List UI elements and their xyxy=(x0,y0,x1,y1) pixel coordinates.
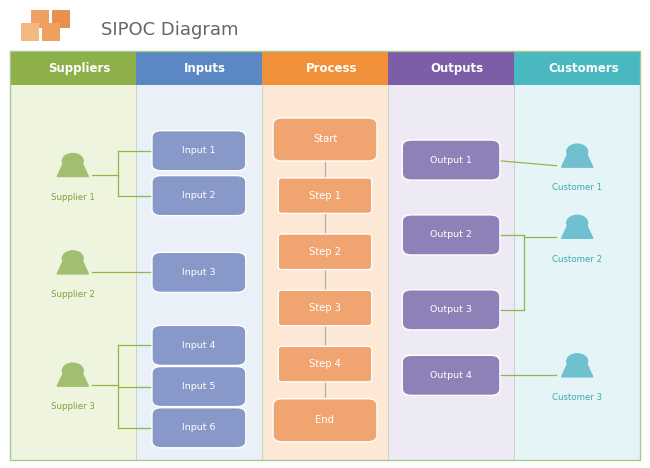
Text: Customers: Customers xyxy=(548,62,619,75)
Text: Customer 2: Customer 2 xyxy=(552,255,603,263)
Text: Inputs: Inputs xyxy=(184,62,226,75)
Text: Outputs: Outputs xyxy=(431,62,484,75)
Text: Input 4: Input 4 xyxy=(182,341,216,350)
Text: Output 3: Output 3 xyxy=(430,305,472,314)
Text: Supplier 3: Supplier 3 xyxy=(51,402,95,411)
Text: Customer 1: Customer 1 xyxy=(552,183,603,192)
Text: Step 3: Step 3 xyxy=(309,303,341,313)
Text: Process: Process xyxy=(306,62,357,75)
Text: Supplier 1: Supplier 1 xyxy=(51,193,95,202)
Text: Supplier 2: Supplier 2 xyxy=(51,290,95,299)
Text: Customer 3: Customer 3 xyxy=(552,393,603,402)
Text: Input 3: Input 3 xyxy=(182,268,216,277)
Text: Output 1: Output 1 xyxy=(430,155,472,165)
Text: Step 1: Step 1 xyxy=(309,190,341,201)
Text: Step 2: Step 2 xyxy=(309,247,341,257)
Text: Suppliers: Suppliers xyxy=(48,62,110,75)
Text: Input 5: Input 5 xyxy=(182,382,216,391)
Text: Input 2: Input 2 xyxy=(182,191,216,200)
Text: End: End xyxy=(315,415,335,425)
Text: Output 2: Output 2 xyxy=(430,230,472,240)
Text: Output 4: Output 4 xyxy=(430,371,472,380)
Text: Input 1: Input 1 xyxy=(182,146,216,155)
Text: Start: Start xyxy=(313,134,337,145)
Text: SIPOC Diagram: SIPOC Diagram xyxy=(101,22,239,39)
Text: Input 6: Input 6 xyxy=(182,423,216,432)
Text: Step 4: Step 4 xyxy=(309,359,341,369)
